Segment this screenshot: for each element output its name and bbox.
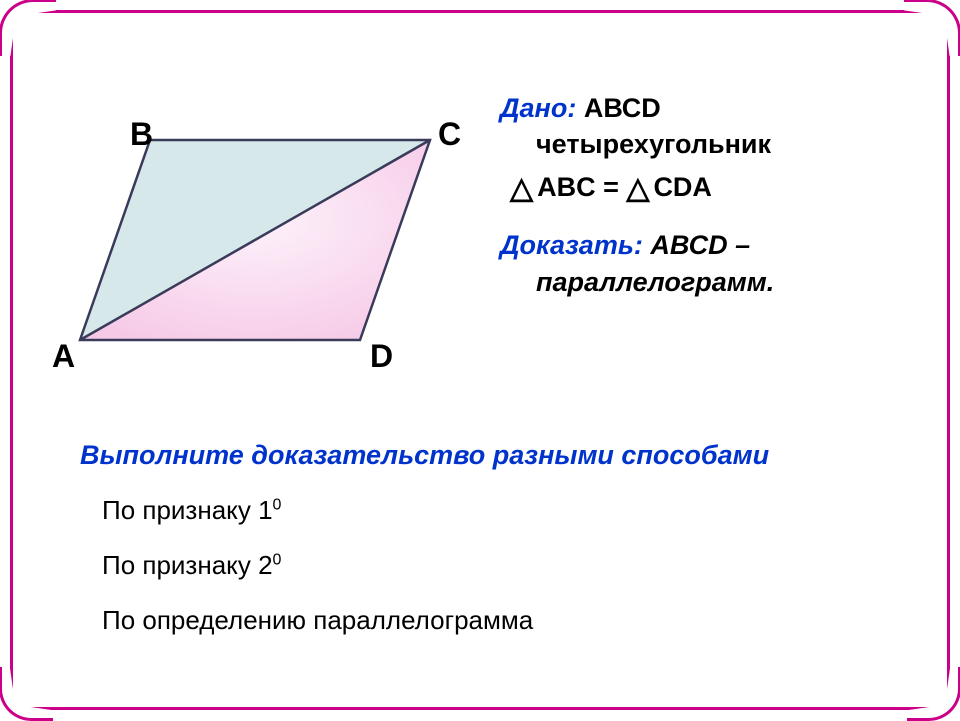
- method-item-2: По признаку 20: [102, 550, 900, 581]
- congruence-line: △ABC = △CDA: [510, 169, 920, 210]
- parallelogram-diagram: A B C D: [60, 110, 480, 390]
- method-text: По определению параллелограмма: [102, 605, 533, 635]
- eq-sign: =: [596, 172, 627, 202]
- given-abcd: АВСD: [576, 93, 660, 123]
- prove-line1: Доказать: АВСD –: [500, 227, 920, 263]
- prove-rest: АВСD –: [643, 230, 750, 260]
- prove-prefix: Доказать:: [500, 230, 643, 260]
- task-section: Выполните доказательство разными способа…: [80, 440, 900, 660]
- method-item-3: По определению параллелограмма: [102, 605, 900, 636]
- vertex-label-d: D: [370, 338, 393, 375]
- given-line2: четырехугольник: [536, 126, 920, 162]
- prove-line2: параллелограмм.: [536, 264, 920, 300]
- given-line1: Дано: АВСD: [500, 90, 920, 126]
- task-heading: Выполните доказательство разными способа…: [80, 440, 900, 471]
- given-prefix: Дано:: [500, 93, 576, 123]
- method-item-1: По признаку 10: [102, 495, 900, 526]
- triangle-glyph-1: △: [510, 169, 533, 210]
- triangle-glyph-2: △: [626, 169, 649, 210]
- method-text: По признаку 2: [102, 550, 273, 580]
- diagram-svg: [60, 110, 480, 390]
- vertex-label-c: C: [438, 116, 461, 153]
- method-sup: 0: [273, 496, 282, 513]
- vertex-label-a: A: [52, 338, 75, 375]
- tri2-label: CDA: [653, 172, 712, 202]
- method-sup: 0: [273, 551, 282, 568]
- problem-text: Дано: АВСD четырехугольник △ABC = △CDA Д…: [500, 90, 920, 300]
- method-text: По признаку 1: [102, 495, 273, 525]
- tri1-label: ABC: [537, 172, 596, 202]
- vertex-label-b: B: [130, 116, 153, 153]
